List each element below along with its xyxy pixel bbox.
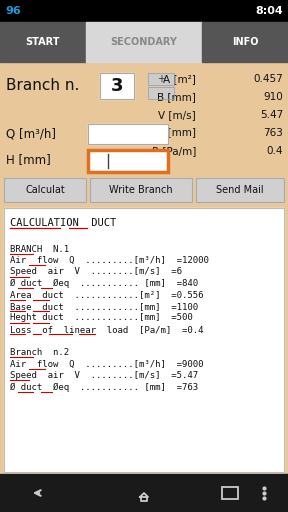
- Bar: [88, 124, 168, 144]
- Text: 96: 96: [5, 6, 21, 16]
- Bar: [202, 22, 288, 62]
- Text: CALCULATION  DUCT: CALCULATION DUCT: [10, 218, 116, 228]
- Bar: [86, 22, 202, 62]
- Text: 5.47: 5.47: [260, 110, 283, 120]
- Text: Q [m³/h]: Q [m³/h]: [6, 127, 56, 140]
- Text: START: START: [26, 37, 60, 47]
- Text: 8:04: 8:04: [255, 6, 283, 16]
- Text: Write Branch: Write Branch: [109, 185, 173, 195]
- Bar: [100, 73, 134, 99]
- Text: H [mm]: H [mm]: [6, 154, 51, 166]
- Text: Speed  air  V  ........[m/s]  =6: Speed air V ........[m/s] =6: [10, 267, 182, 276]
- Text: Ø duct  Øeq  ........... [mm]  =763: Ø duct Øeq ........... [mm] =763: [10, 382, 198, 392]
- Bar: [148, 73, 174, 85]
- Text: +: +: [157, 74, 165, 84]
- Bar: [4, 208, 284, 472]
- Bar: [0, 474, 288, 512]
- Bar: [0, 62, 288, 512]
- Text: 0.457: 0.457: [253, 74, 283, 84]
- Text: -: -: [159, 88, 163, 98]
- Bar: [0, 22, 86, 62]
- Text: Ø duct  Øeq  ........... [mm]  =840: Ø duct Øeq ........... [mm] =840: [10, 279, 198, 288]
- Bar: [88, 150, 168, 172]
- Text: INFO: INFO: [232, 37, 258, 47]
- Text: Loss  of  linear  load  [Pa/m]  =0.4: Loss of linear load [Pa/m] =0.4: [10, 325, 204, 334]
- Text: 0.4: 0.4: [266, 146, 283, 156]
- Text: B [mm]: B [mm]: [157, 92, 196, 102]
- Text: Heght duct  ............[mm]  =500: Heght duct ............[mm] =500: [10, 313, 193, 323]
- Text: BRANCH  N.1: BRANCH N.1: [10, 245, 69, 253]
- Text: 763: 763: [263, 128, 283, 138]
- Text: SECONDARY: SECONDARY: [111, 37, 177, 47]
- Bar: [100, 73, 134, 99]
- Bar: [90, 178, 192, 202]
- Text: V [m/s]: V [m/s]: [158, 110, 196, 120]
- Text: Base  duct  ............[mm]  =1100: Base duct ............[mm] =1100: [10, 302, 198, 311]
- Bar: [196, 178, 284, 202]
- Text: Air  flow  Q  .........[m³/h]  =9000: Air flow Q .........[m³/h] =9000: [10, 359, 204, 369]
- Bar: [222, 487, 238, 499]
- Text: R [Pa/m]: R [Pa/m]: [151, 146, 196, 156]
- Bar: [4, 178, 86, 202]
- Text: Speed  air  V  ........[m/s]  =5.47: Speed air V ........[m/s] =5.47: [10, 371, 198, 380]
- Bar: [196, 178, 284, 202]
- Text: Branch  n.2: Branch n.2: [10, 348, 69, 357]
- Bar: [90, 178, 192, 202]
- Text: 910: 910: [263, 92, 283, 102]
- Bar: [148, 87, 174, 99]
- Bar: [88, 150, 168, 172]
- Bar: [0, 0, 288, 22]
- Bar: [88, 124, 168, 144]
- Text: Air  flow  Q  .........[m³/h]  =12000: Air flow Q .........[m³/h] =12000: [10, 256, 209, 265]
- Text: Branch n.: Branch n.: [6, 78, 79, 94]
- Text: Øeq [mm]: Øeq [mm]: [143, 128, 196, 138]
- Bar: [148, 73, 174, 85]
- Bar: [4, 178, 86, 202]
- Bar: [4, 208, 284, 472]
- Text: Calculat: Calculat: [25, 185, 65, 195]
- Text: Send Mail: Send Mail: [216, 185, 264, 195]
- Text: 3: 3: [111, 77, 123, 95]
- Text: Area  duct  ............[m²]  =0.556: Area duct ............[m²] =0.556: [10, 290, 204, 300]
- Text: A [m²]: A [m²]: [163, 74, 196, 84]
- Bar: [148, 87, 174, 99]
